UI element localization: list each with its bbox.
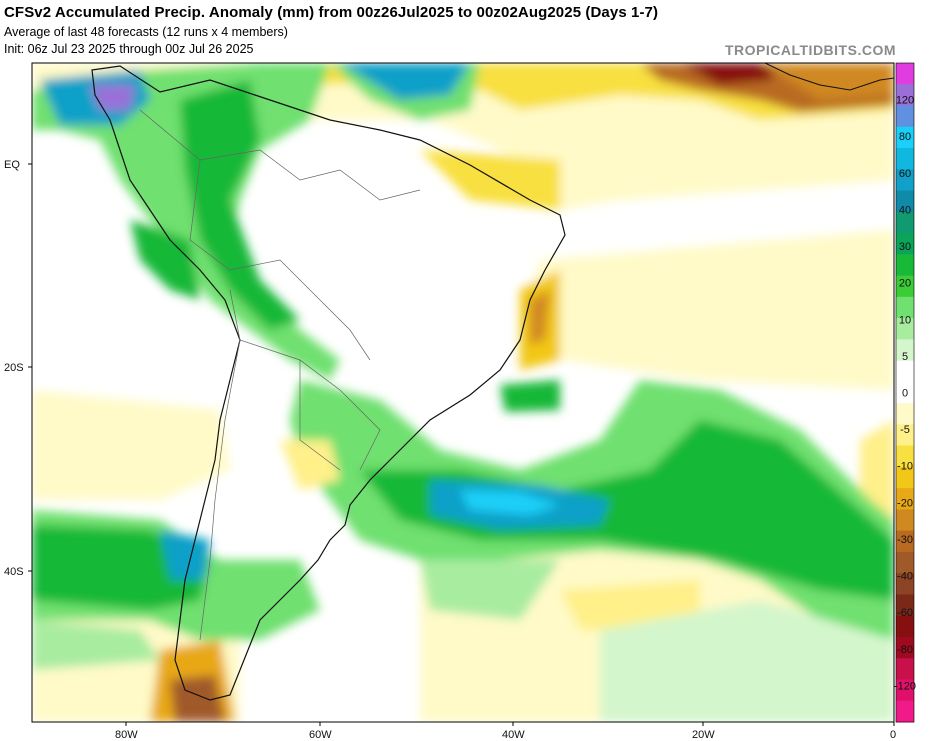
lon-label-0: 0 — [890, 729, 896, 741]
lat-label-eq: EQ — [4, 159, 20, 171]
plot-frame — [31, 62, 895, 723]
colorbar-swatch — [896, 403, 914, 425]
map-subtitle-members: Average of last 48 forecasts (12 runs x … — [4, 25, 288, 39]
colorbar-label: -80 — [897, 644, 913, 656]
colorbar-label: 5 — [902, 351, 908, 363]
colorbar-swatch — [896, 488, 914, 510]
colorbar-swatch — [896, 84, 914, 107]
colorbar-labels: 120 80 60 40 30 20 10 5 0 -5 -10 -20 -30 -40 -60 -80 -12… — [894, 95, 916, 693]
colorbar-frame — [895, 62, 915, 723]
colorbar-label: -60 — [897, 607, 913, 619]
colorbar-label: -10 — [897, 461, 913, 473]
colorbar — [895, 62, 915, 723]
map-subtitle-init: Init: 06z Jul 23 2025 through 00z Jul 26… — [4, 42, 254, 56]
colorbar-label: -5 — [900, 424, 910, 436]
colorbar-swatch — [896, 318, 914, 340]
country-borders — [139, 109, 421, 641]
africa-coastline — [764, 63, 894, 91]
colorbar-label: -120 — [894, 680, 916, 692]
colorbar-swatch — [896, 445, 914, 468]
colorbar-swatch — [896, 551, 914, 574]
colorbar-swatch — [896, 530, 914, 553]
colorbar-label: -40 — [897, 571, 913, 583]
colorbar-swatch — [896, 126, 914, 149]
colorbar-label: 20 — [899, 278, 911, 290]
colorbar-swatch — [896, 233, 914, 255]
colorbar-swatch — [896, 360, 914, 383]
credit-watermark[interactable]: TROPICALTIDBITS.COM — [724, 42, 896, 58]
colorbar-swatch — [896, 190, 914, 213]
lon-label-80w: 80W — [115, 729, 138, 741]
colorbar-swatch — [896, 296, 914, 319]
coastline — [91, 65, 566, 701]
lat-axis: EQ 20S 40S — [4, 159, 32, 578]
colorbar-swatch — [896, 700, 914, 723]
lon-label-40w: 40W — [502, 729, 525, 741]
colorbar-swatch — [896, 63, 914, 85]
lon-axis: 80W 60W 40W 20W 0 — [115, 722, 896, 741]
lon-label-20w: 20W — [692, 729, 715, 741]
colorbar-swatch — [896, 275, 914, 298]
colorbar-swatch — [896, 466, 914, 489]
colorbar-swatch — [896, 424, 914, 447]
colorbar-swatch — [896, 148, 914, 170]
colorbar-swatch — [896, 594, 914, 617]
colorbar-swatch — [896, 339, 914, 362]
colorbar-swatch — [896, 105, 914, 128]
colorbar-label: 80 — [899, 131, 911, 143]
colorbar-swatch — [896, 573, 914, 595]
lat-label-20s: 20S — [4, 362, 24, 374]
colorbar-label: 0 — [902, 388, 908, 400]
colorbar-label: 60 — [899, 168, 911, 180]
colorbar-label: 30 — [899, 241, 911, 253]
colorbar-swatch — [896, 211, 914, 234]
colorbar-swatch — [896, 615, 914, 638]
colorbar-swatch — [896, 509, 914, 532]
colorbar-label: -30 — [897, 534, 913, 546]
lat-label-40s: 40S — [4, 566, 24, 578]
colorbar-swatch — [896, 679, 914, 702]
colorbar-swatch — [896, 381, 914, 404]
colorbar-label: 120 — [896, 95, 914, 107]
colorbar-label: -20 — [897, 497, 913, 509]
map-title: CFSv2 Accumulated Precip. Anomaly (mm) f… — [4, 4, 659, 21]
lon-label-60w: 60W — [309, 729, 332, 741]
colorbar-label: 40 — [899, 204, 911, 216]
colorbar-label: 10 — [899, 314, 911, 326]
anomaly-field — [32, 63, 894, 722]
colorbar-swatch — [896, 658, 914, 680]
colorbar-swatch — [896, 636, 914, 659]
colorbar-swatch — [896, 254, 914, 277]
colorbar-swatch — [896, 169, 914, 192]
